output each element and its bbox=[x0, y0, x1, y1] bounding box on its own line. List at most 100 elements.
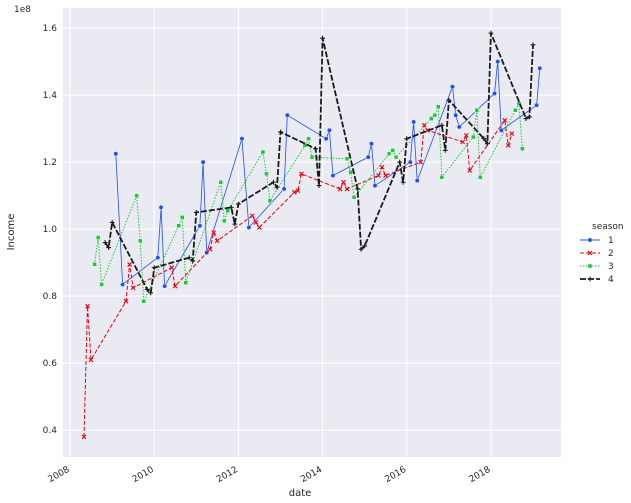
data-point bbox=[471, 134, 476, 140]
data-point bbox=[520, 146, 525, 151]
y-tick-label: 1.6 bbox=[43, 24, 58, 34]
data-point bbox=[92, 262, 97, 267]
legend-entry-3: 3 bbox=[580, 262, 614, 272]
data-point bbox=[309, 154, 315, 160]
data-point bbox=[281, 186, 287, 192]
data-point bbox=[460, 139, 466, 145]
data-point bbox=[505, 142, 511, 148]
data-point bbox=[278, 129, 283, 135]
data-point bbox=[162, 283, 168, 289]
data-point bbox=[299, 171, 304, 177]
y-offset-label: 1e8 bbox=[14, 5, 31, 15]
data-point bbox=[218, 180, 223, 185]
series-1 bbox=[113, 59, 543, 289]
data-point bbox=[453, 112, 459, 118]
legend-entry-4: 4 bbox=[580, 275, 614, 285]
data-point bbox=[232, 221, 238, 227]
data-point bbox=[587, 237, 593, 243]
data-point bbox=[348, 169, 353, 175]
data-point bbox=[169, 265, 175, 271]
data-point bbox=[155, 255, 161, 261]
legend-entry-1: 1 bbox=[580, 236, 614, 246]
y-tick-label: 1.2 bbox=[43, 158, 57, 168]
data-point bbox=[513, 107, 518, 113]
grid bbox=[63, 8, 561, 457]
data-point bbox=[488, 30, 494, 36]
data-point bbox=[214, 238, 220, 244]
data-point bbox=[222, 218, 227, 223]
data-point bbox=[264, 171, 269, 177]
data-point bbox=[148, 290, 154, 296]
series-4 bbox=[102, 30, 536, 296]
data-point bbox=[291, 189, 297, 195]
data-point bbox=[429, 116, 434, 121]
data-point bbox=[587, 263, 593, 269]
series-line-2 bbox=[83, 119, 513, 437]
data-point bbox=[365, 154, 371, 160]
data-point bbox=[537, 65, 543, 71]
data-point bbox=[274, 184, 280, 190]
data-point bbox=[523, 116, 529, 121]
data-point bbox=[404, 136, 410, 142]
legend-title: season bbox=[592, 222, 624, 232]
data-point bbox=[344, 186, 350, 192]
data-point bbox=[355, 186, 361, 192]
data-point bbox=[256, 225, 262, 230]
data-point bbox=[509, 131, 515, 137]
data-point bbox=[197, 223, 203, 229]
data-point bbox=[316, 183, 322, 188]
data-point bbox=[158, 204, 164, 210]
data-point bbox=[386, 151, 392, 156]
data-point bbox=[411, 119, 417, 125]
data-point bbox=[358, 246, 364, 252]
data-point bbox=[253, 220, 259, 225]
legend: season 1 2 3 4 bbox=[580, 222, 624, 285]
data-point bbox=[180, 215, 185, 220]
data-point bbox=[397, 159, 403, 165]
y-tick-label: 1.4 bbox=[43, 91, 58, 101]
data-point bbox=[211, 230, 217, 235]
data-point bbox=[239, 136, 245, 142]
data-point bbox=[436, 104, 441, 110]
data-point bbox=[439, 175, 445, 180]
x-tick-label: 2018 bbox=[468, 465, 493, 485]
data-point bbox=[200, 159, 206, 165]
data-point bbox=[407, 159, 413, 165]
data-point bbox=[99, 282, 104, 287]
data-point bbox=[492, 91, 497, 96]
series-line-4 bbox=[104, 32, 534, 294]
data-point bbox=[271, 179, 276, 185]
data-point bbox=[323, 136, 329, 142]
legend-label: 4 bbox=[608, 275, 614, 285]
data-point bbox=[284, 112, 290, 118]
data-point bbox=[379, 164, 385, 170]
y-tick-label: 0.8 bbox=[43, 292, 58, 302]
data-point bbox=[421, 122, 427, 128]
data-point bbox=[390, 148, 395, 153]
data-point bbox=[534, 102, 539, 108]
data-point bbox=[372, 183, 378, 188]
data-point bbox=[456, 124, 462, 130]
data-point bbox=[295, 188, 301, 194]
data-point bbox=[207, 246, 213, 252]
data-point bbox=[246, 225, 252, 230]
data-point bbox=[193, 209, 199, 215]
data-point bbox=[120, 282, 125, 287]
data-point bbox=[432, 113, 438, 118]
data-point bbox=[376, 173, 381, 178]
legend-label: 2 bbox=[608, 249, 614, 259]
data-point bbox=[498, 127, 504, 133]
legend-label: 3 bbox=[608, 262, 614, 272]
data-point bbox=[88, 357, 94, 363]
data-point bbox=[302, 143, 308, 148]
data-point bbox=[106, 245, 112, 250]
data-point bbox=[183, 280, 188, 285]
data-point bbox=[249, 213, 255, 219]
y-axis-label: Income bbox=[6, 214, 17, 251]
data-point bbox=[225, 208, 230, 213]
data-point bbox=[123, 298, 129, 304]
data-point bbox=[235, 201, 241, 207]
data-point bbox=[478, 175, 483, 180]
data-point bbox=[337, 186, 343, 192]
